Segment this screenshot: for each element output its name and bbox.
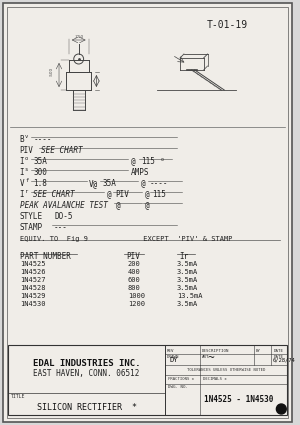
Text: Ir: Ir (179, 252, 188, 261)
Text: 1N4525 - 1N4530: 1N4525 - 1N4530 (204, 395, 273, 404)
Text: EQUIV. TO  Fig 9             EXCEPT  'PIV' & STAMP: EQUIV. TO Fig 9 EXCEPT 'PIV' & STAMP (20, 236, 232, 242)
Text: f: f (26, 178, 29, 182)
Text: 600: 600 (128, 277, 141, 283)
Text: SEE CHART: SEE CHART (41, 146, 83, 155)
Text: 115: 115 (141, 157, 154, 166)
Text: 35A: 35A (33, 157, 47, 166)
Text: 1000: 1000 (128, 293, 145, 299)
Text: DECIMALS ±: DECIMALS ± (202, 377, 226, 382)
Text: 300: 300 (33, 168, 47, 177)
Text: BY: BY (256, 349, 261, 354)
Bar (8, 345, 287, 415)
Text: REV: REV (167, 349, 175, 354)
Text: .500: .500 (49, 67, 53, 76)
Text: TOLERANCES UNLESS OTHERWISE NOTED: TOLERANCES UNLESS OTHERWISE NOTED (187, 368, 266, 372)
Text: o: o (25, 156, 28, 161)
Text: PART NUMBER: PART NUMBER (20, 252, 70, 261)
Text: o: o (160, 157, 163, 162)
Text: STYLE: STYLE (20, 212, 43, 221)
Text: ---: --- (54, 223, 68, 232)
Text: 1N4526: 1N4526 (20, 269, 45, 275)
Text: DESCRIPTION: DESCRIPTION (202, 349, 229, 354)
Text: 1N4528: 1N4528 (20, 285, 45, 291)
Text: s: s (25, 167, 28, 172)
Text: @: @ (145, 190, 149, 199)
Text: TITLE: TITLE (11, 394, 25, 399)
Text: EDAL INDUSTRIES INC.: EDAL INDUSTRIES INC. (33, 359, 140, 368)
Text: SEE CHART: SEE CHART (33, 190, 75, 199)
Text: EAST HAVEN, CONN. 06512: EAST HAVEN, CONN. 06512 (33, 369, 140, 378)
Text: 115: 115 (152, 190, 166, 199)
Text: @: @ (145, 201, 149, 210)
Text: ----: ---- (149, 179, 168, 188)
Text: DATE: DATE (273, 354, 284, 359)
Text: 800: 800 (128, 285, 141, 291)
Text: V: V (20, 179, 24, 188)
Text: B: B (20, 135, 24, 144)
Text: @: @ (131, 157, 135, 166)
Text: 3.5mA: 3.5mA (177, 261, 198, 267)
Text: AMPS: AMPS (131, 168, 149, 177)
Text: 400: 400 (128, 269, 141, 275)
Text: PIV: PIV (20, 146, 34, 155)
Circle shape (276, 404, 286, 414)
Text: @: @ (116, 201, 121, 210)
Text: 1N4527: 1N4527 (20, 277, 45, 283)
Text: 3.5mA: 3.5mA (177, 301, 198, 307)
Text: @: @ (107, 190, 112, 199)
Text: DO-5: DO-5 (54, 212, 73, 221)
Text: 13.5mA: 13.5mA (177, 293, 203, 299)
Text: STAMP: STAMP (20, 223, 43, 232)
Text: 200: 200 (128, 261, 141, 267)
Text: I: I (20, 168, 24, 177)
Text: PEAK AVALANCHE TEST: PEAK AVALANCHE TEST (20, 201, 107, 210)
Text: SILICON RECTIFIER  *: SILICON RECTIFIER * (37, 403, 136, 412)
Text: .750: .750 (74, 35, 83, 39)
Text: 1N4529: 1N4529 (20, 293, 45, 299)
Text: I: I (20, 157, 24, 166)
Text: 3.5mA: 3.5mA (177, 269, 198, 275)
Text: FRACTIONS ±: FRACTIONS ± (168, 377, 194, 382)
Text: DWG. NO.: DWG. NO. (168, 385, 188, 388)
Text: V@: V@ (88, 179, 98, 188)
Text: 35A: 35A (102, 179, 116, 188)
Text: PIV: PIV (115, 190, 129, 199)
Text: @: @ (141, 179, 145, 188)
Text: r: r (25, 189, 28, 193)
Text: 1N4525: 1N4525 (20, 261, 45, 267)
Text: DATE: DATE (273, 349, 284, 354)
Text: 3.5mA: 3.5mA (177, 285, 198, 291)
Text: I: I (20, 190, 24, 199)
Text: 3.5mA: 3.5mA (177, 277, 198, 283)
Text: v: v (25, 133, 28, 139)
Text: 6/28/74: 6/28/74 (272, 357, 295, 362)
Text: DRAWN: DRAWN (167, 354, 180, 359)
Text: ~: ~ (208, 354, 214, 363)
Text: 1200: 1200 (128, 301, 145, 307)
Text: T-01-19: T-01-19 (207, 20, 248, 30)
Text: 1N4530: 1N4530 (20, 301, 45, 307)
Text: DY: DY (169, 357, 178, 363)
Text: ----: ---- (33, 135, 52, 144)
Text: PIV: PIV (126, 252, 140, 261)
Text: ART: ART (202, 354, 209, 359)
Text: 1.8: 1.8 (33, 179, 47, 188)
